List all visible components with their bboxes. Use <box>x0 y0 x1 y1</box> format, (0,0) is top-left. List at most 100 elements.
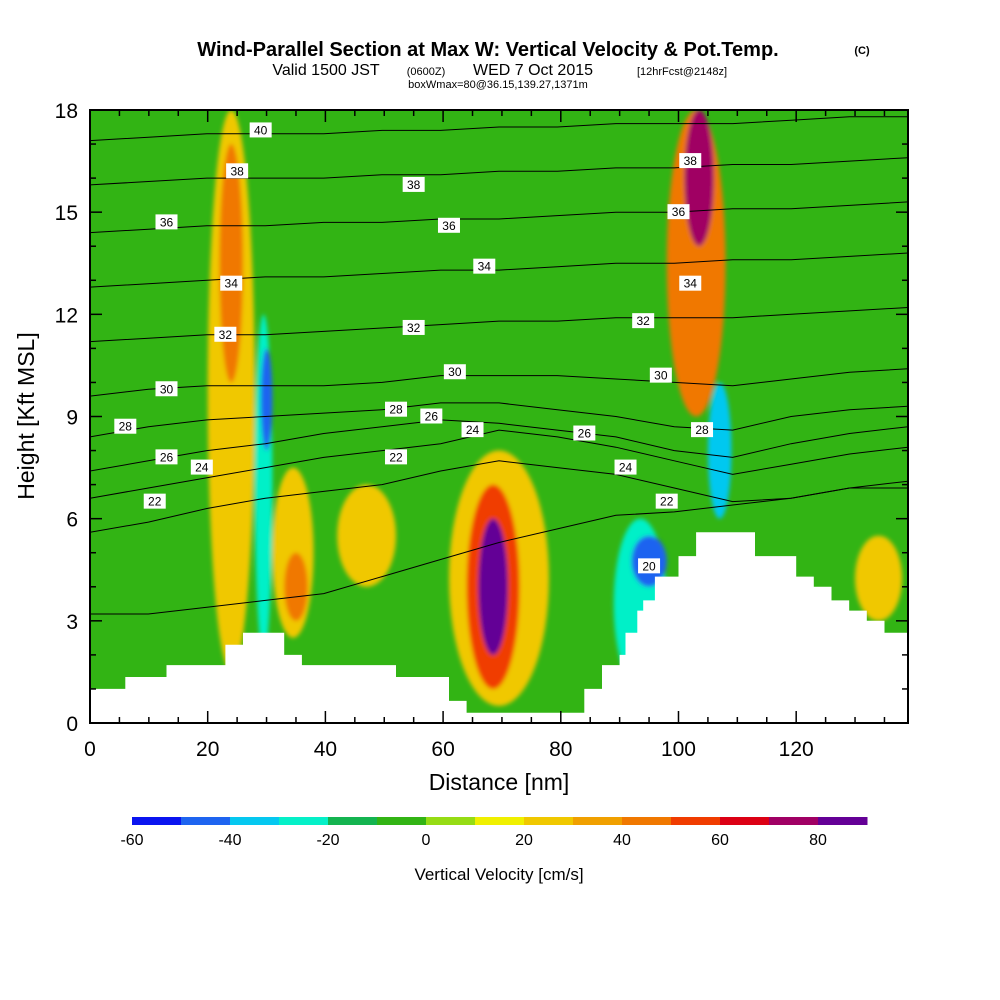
colorbar-tick-label: -40 <box>218 832 241 849</box>
svg-text:30: 30 <box>160 382 174 396</box>
svg-text:34: 34 <box>478 260 492 274</box>
contour-label: 30 <box>155 381 178 397</box>
svg-text:34: 34 <box>684 277 698 291</box>
x-tick-label: 120 <box>779 738 814 761</box>
svg-text:36: 36 <box>160 215 174 229</box>
theta-contour-20 <box>90 487 908 615</box>
contour-labels: 40 38 38 38 36 36 36 34 34 34 32 32 32 30 30 30 28 28 28 26… <box>114 122 714 574</box>
x-axis-label: Distance [nm] <box>429 769 570 795</box>
velocity-cell <box>284 552 308 621</box>
x-tick-label: 20 <box>196 738 219 761</box>
contour-label: 36 <box>667 204 690 220</box>
svg-text:20: 20 <box>642 559 656 573</box>
contour-label: 20 <box>638 558 661 574</box>
contour-label: 36 <box>155 214 178 230</box>
svg-text:32: 32 <box>219 328 233 342</box>
contour-label: 30 <box>443 364 466 380</box>
colorbar-tick-label: 20 <box>515 832 533 849</box>
velocity-cell <box>260 348 273 451</box>
svg-text:38: 38 <box>230 164 244 178</box>
colorbar-swatch <box>230 817 280 825</box>
contour-label: 38 <box>402 176 425 192</box>
svg-text:22: 22 <box>660 495 674 509</box>
svg-text:28: 28 <box>119 420 133 434</box>
x-tick-label: 40 <box>314 738 337 761</box>
colorbar-tick-label: 0 <box>422 832 431 849</box>
svg-text:30: 30 <box>654 369 668 383</box>
box-wmax-info: boxWmax=80@36.15,139.27,1371m <box>408 79 588 91</box>
y-axis-label: Height [Kft MSL] <box>13 332 39 499</box>
contour-label: 28 <box>691 422 714 438</box>
y-tick-label: 3 <box>66 611 78 634</box>
colorbar-swatch <box>132 817 182 825</box>
x-tick-label: 60 <box>431 738 454 761</box>
colorbar-swatch <box>769 817 819 825</box>
utc-time: (0600Z) <box>407 66 446 78</box>
theta-contour-26 <box>90 419 908 472</box>
chart-title: Wind-Parallel Section at Max W: Vertical… <box>197 39 778 61</box>
valid-time: Valid 1500 JST <box>272 62 380 79</box>
y-tick-label: 15 <box>55 202 78 225</box>
svg-text:24: 24 <box>466 423 480 437</box>
contour-label: 28 <box>114 418 137 434</box>
plot-area: 40 38 38 38 36 36 36 34 34 34 32 32 32 30 30 30 28 28 28 26… <box>90 110 908 723</box>
colorbar-swatch <box>328 817 378 825</box>
contour-label: 24 <box>614 459 637 475</box>
colorbar: -60 -40 -20 0 20 40 60 80 <box>120 817 868 849</box>
y-tick-label: 0 <box>66 713 78 736</box>
svg-text:38: 38 <box>684 154 698 168</box>
theta-contour-40 <box>90 116 908 142</box>
contour-label: 36 <box>437 217 460 233</box>
x-tick-label: 0 <box>84 738 96 761</box>
svg-text:24: 24 <box>195 461 209 475</box>
colorbar-swatch <box>622 817 672 825</box>
velocity-cell <box>219 144 244 383</box>
contour-label: 26 <box>420 408 443 424</box>
contour-label: 22 <box>143 493 166 509</box>
theta-contour-28 <box>90 402 908 438</box>
svg-text:32: 32 <box>407 321 421 335</box>
theta-contour-24 <box>90 429 908 499</box>
colorbar-tick-label: 80 <box>809 832 827 849</box>
colorbar-label: Vertical Velocity [cm/s] <box>414 865 583 884</box>
svg-text:36: 36 <box>672 205 686 219</box>
colorbar-swatch <box>377 817 427 825</box>
contour-label: 32 <box>402 319 425 335</box>
y-tick-label: 18 <box>55 100 78 123</box>
svg-text:40: 40 <box>254 123 268 137</box>
x-tick-label: 100 <box>661 738 696 761</box>
colorbar-swatch <box>475 817 525 825</box>
velocity-cell <box>478 518 508 655</box>
colorbar-tick-label: 60 <box>711 832 729 849</box>
svg-text:28: 28 <box>389 403 403 417</box>
colorbar-swatch <box>671 817 721 825</box>
colorbar-tick-label: -60 <box>120 832 143 849</box>
svg-text:38: 38 <box>407 178 421 192</box>
svg-text:22: 22 <box>389 450 403 464</box>
svg-text:30: 30 <box>448 365 462 379</box>
x-tick-label: 80 <box>549 738 572 761</box>
contour-label: 22 <box>385 449 408 465</box>
colorbar-swatch <box>279 817 329 825</box>
contour-label: 22 <box>655 493 678 509</box>
theta-contour-36 <box>90 201 908 234</box>
contour-label: 34 <box>473 258 496 274</box>
y-tick-label: 6 <box>66 509 78 532</box>
colorbar-swatch <box>524 817 574 825</box>
forecast-info: [12hrFcst@2148z] <box>637 66 727 78</box>
svg-text:24: 24 <box>619 461 633 475</box>
colorbar-tick-label: 40 <box>613 832 631 849</box>
valid-date: WED 7 Oct 2015 <box>473 62 593 79</box>
contour-label: 30 <box>649 367 672 383</box>
svg-text:26: 26 <box>578 427 592 441</box>
colorbar-tick-label: -20 <box>316 832 339 849</box>
theta-contour-22 <box>90 460 908 533</box>
contour-label: 40 <box>249 122 272 138</box>
colorbar-swatch <box>181 817 231 825</box>
contour-label: 24 <box>190 459 213 475</box>
velocity-cell <box>337 484 397 587</box>
colorbar-swatch <box>818 817 868 825</box>
contour-label: 32 <box>214 326 237 342</box>
contour-label: 28 <box>385 401 408 417</box>
